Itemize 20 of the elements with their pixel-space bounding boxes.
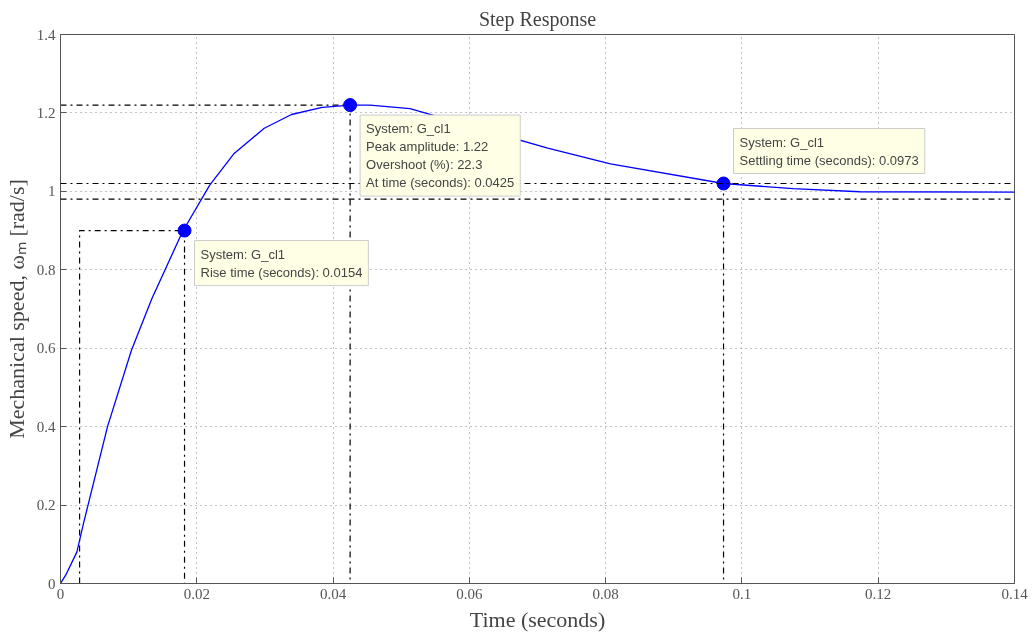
annotation: System: G_cl1 Settling time (seconds): 0.0973 [739,134,919,168]
x-tick-label: 0.08 [592,585,619,602]
annotation: System: G_cl1 Peak amplitude: 1.22 Overshoot (%): 22.3 At time (seconds): 0.0425 [366,121,515,191]
y-tick-label: 1.2 [36,104,56,121]
annotation: System: G_cl1 Rise time (seconds): 0.0154 [200,246,363,280]
x-tick-label: 0.1 [732,585,752,602]
y-tick-label: 0.6 [36,340,56,357]
y-tick-label: 1.4 [36,26,56,43]
x-tick-label: 0.12 [865,585,892,602]
y-tick-label: 0.8 [36,261,56,278]
x-tick-label: 0.06 [456,585,483,602]
x-tick-label: 0.14 [1001,585,1029,602]
x-axis-title: Time (seconds) [469,606,606,632]
y-axis-title: Mechanical speed, ωₘ [rad/s] [3,179,29,439]
y-tick-label: 0.4 [36,418,56,435]
chart-title: Step Response [478,7,597,31]
y-tick-label: 1 [48,183,56,200]
x-tick-label: 0.04 [319,585,347,602]
y-tick-label: 0.2 [36,497,56,514]
x-tick-label: 0.02 [183,585,210,602]
